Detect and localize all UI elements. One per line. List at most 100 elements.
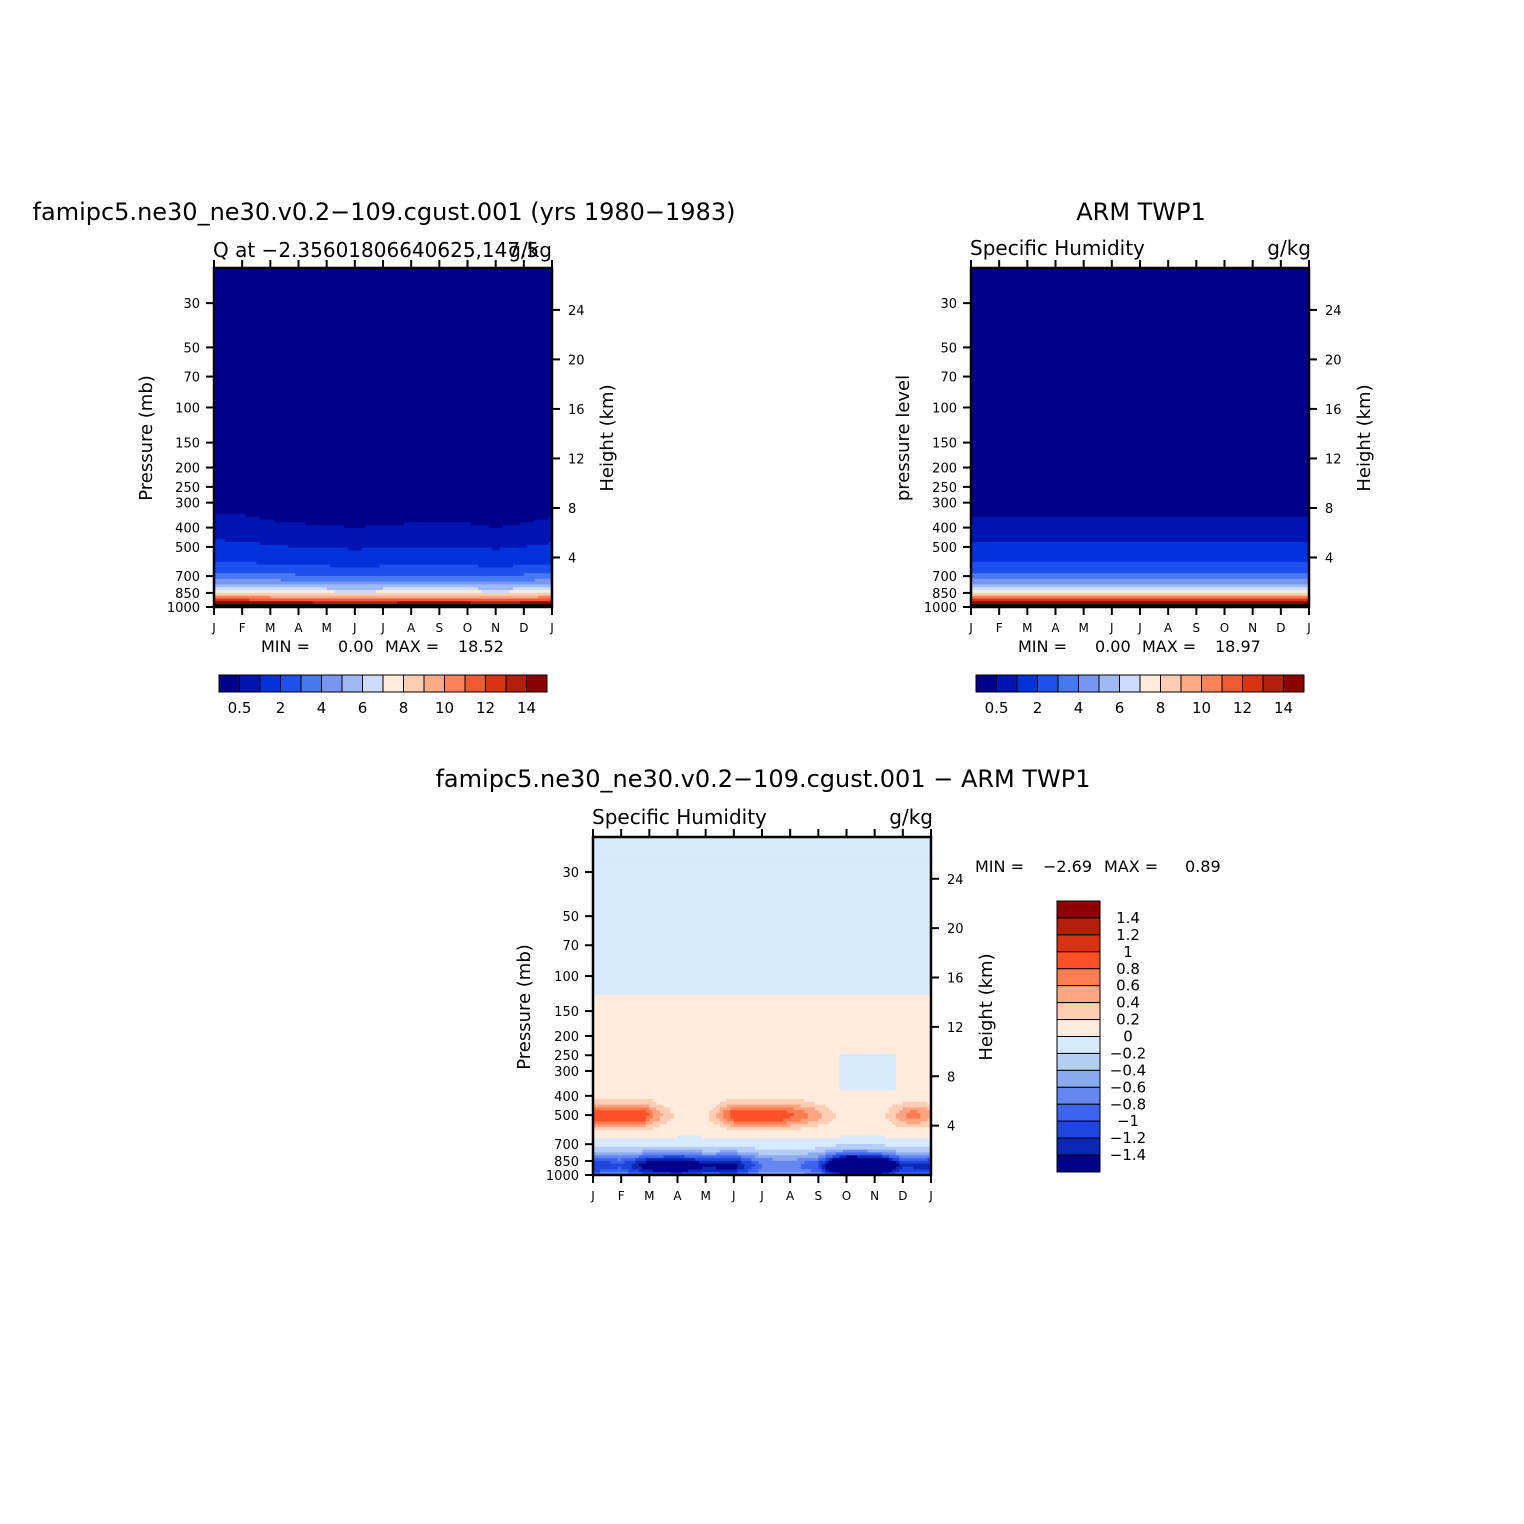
contour-cell <box>593 1138 932 1142</box>
panel-obs-ylabel: pressure level <box>893 375 914 501</box>
contour-cell <box>214 561 257 566</box>
x-tick-label: D <box>898 1189 907 1203</box>
contour-cell <box>593 1107 650 1111</box>
contour-cell <box>214 516 261 521</box>
contour-cell <box>593 1084 841 1089</box>
contour-cell <box>214 513 247 518</box>
contour-cell <box>259 542 550 546</box>
x-tick-label: F <box>618 1189 625 1203</box>
contour-cell <box>652 1169 689 1173</box>
contour-cell <box>971 332 1310 337</box>
colorbar-box <box>485 674 507 693</box>
x-tick-label: J <box>211 621 216 635</box>
contour-cell <box>723 1113 731 1117</box>
contour-cell <box>520 522 553 526</box>
colorbar-label: 12 <box>1233 699 1252 717</box>
contour-cell <box>825 1155 834 1159</box>
contour-cell <box>642 1166 703 1170</box>
contour-cell <box>593 1115 647 1120</box>
contour-cell <box>593 1118 647 1123</box>
contour-cell <box>379 564 479 569</box>
contour-cell <box>971 426 1310 430</box>
x-tick-label: A <box>673 1189 682 1203</box>
contour-cell <box>790 1124 819 1128</box>
contour-cell <box>478 587 514 591</box>
contour-cell <box>807 1113 823 1117</box>
contour-cell <box>971 445 1310 450</box>
x-tick-label: N <box>870 1189 879 1203</box>
contour-cell <box>839 1084 897 1089</box>
contour-cell <box>702 1135 841 1139</box>
panel-obs-ylabel-right: Height (km) <box>1354 384 1375 491</box>
contour-cell <box>895 1082 932 1086</box>
contour-cell <box>649 1113 654 1117</box>
contour-cell <box>638 1155 665 1159</box>
contour-cell <box>895 1059 932 1063</box>
contour-cell <box>800 1166 819 1170</box>
contour-cell <box>635 1158 647 1162</box>
contour-cell <box>214 581 553 585</box>
colorbar-label: −1.4 <box>1110 1146 1146 1164</box>
contour-cell <box>499 547 553 552</box>
y-tick-label: 500 <box>175 541 200 556</box>
contour-cell <box>513 564 553 569</box>
contour-cell <box>971 361 1310 365</box>
x-tick-label: N <box>1248 621 1257 635</box>
y-tick-label: 300 <box>175 497 200 512</box>
y2-tick-label: 16 <box>1325 403 1342 418</box>
panel-diff-min-value: −2.69 <box>1043 857 1092 876</box>
contour-cell <box>593 918 932 923</box>
contour-cell <box>214 282 553 286</box>
contour-cell <box>797 1158 819 1162</box>
y2-tick-label: 24 <box>568 304 585 319</box>
contour-cell <box>214 299 553 303</box>
contour-cell <box>818 1118 834 1123</box>
contour-cell <box>214 477 553 481</box>
colorbar-box <box>526 674 548 693</box>
contour-cell <box>971 547 1310 552</box>
panel-diff-ylabel-right: Height (km) <box>976 953 997 1060</box>
contour-cell <box>971 358 1310 362</box>
contour-cell <box>821 1169 826 1173</box>
colorbar-box <box>1056 1069 1101 1088</box>
contour-cell <box>214 508 553 512</box>
y-tick-label: 30 <box>940 297 957 312</box>
contour-cell <box>520 601 553 605</box>
contour-cell <box>971 530 1310 535</box>
colorbar-label: 6 <box>358 699 368 717</box>
contour-cell <box>214 332 553 337</box>
contour-cell <box>899 1158 929 1162</box>
contour-cell <box>971 479 1310 484</box>
contour-cell <box>593 983 932 987</box>
contour-cell <box>502 525 553 529</box>
contour-cell <box>593 1158 619 1162</box>
contour-cell <box>971 395 1310 399</box>
contour-cell <box>971 324 1310 328</box>
contour-cell <box>726 1127 802 1131</box>
colorbar-box <box>505 674 527 693</box>
contour-cell <box>888 1118 900 1123</box>
contour-cell <box>593 963 932 968</box>
contour-cell <box>214 443 553 447</box>
x-tick-label: F <box>996 621 1003 635</box>
contour-cell <box>294 573 525 577</box>
panel-obs-right-string: g/kg <box>1267 236 1311 260</box>
contour-cell <box>214 349 553 354</box>
contour-cell <box>593 873 932 878</box>
contour-cell <box>593 1073 841 1078</box>
contour-cell <box>899 1169 932 1173</box>
x-tick-label: D <box>519 621 528 635</box>
contour-cell <box>270 595 539 600</box>
contour-cell <box>906 1113 922 1117</box>
contour-cell <box>621 1158 636 1162</box>
contour-cell <box>214 423 553 427</box>
contour-cell <box>645 1118 650 1123</box>
y-tick-label: 400 <box>554 1090 579 1105</box>
colorbar-box <box>1056 1019 1101 1037</box>
colorbar-label: 0.5 <box>228 699 252 717</box>
y-tick-label: 100 <box>932 401 957 416</box>
contour-cell <box>719 1101 816 1106</box>
contour-cell <box>751 1166 763 1170</box>
contour-cell <box>695 1158 742 1162</box>
contour-cell <box>971 454 1310 458</box>
